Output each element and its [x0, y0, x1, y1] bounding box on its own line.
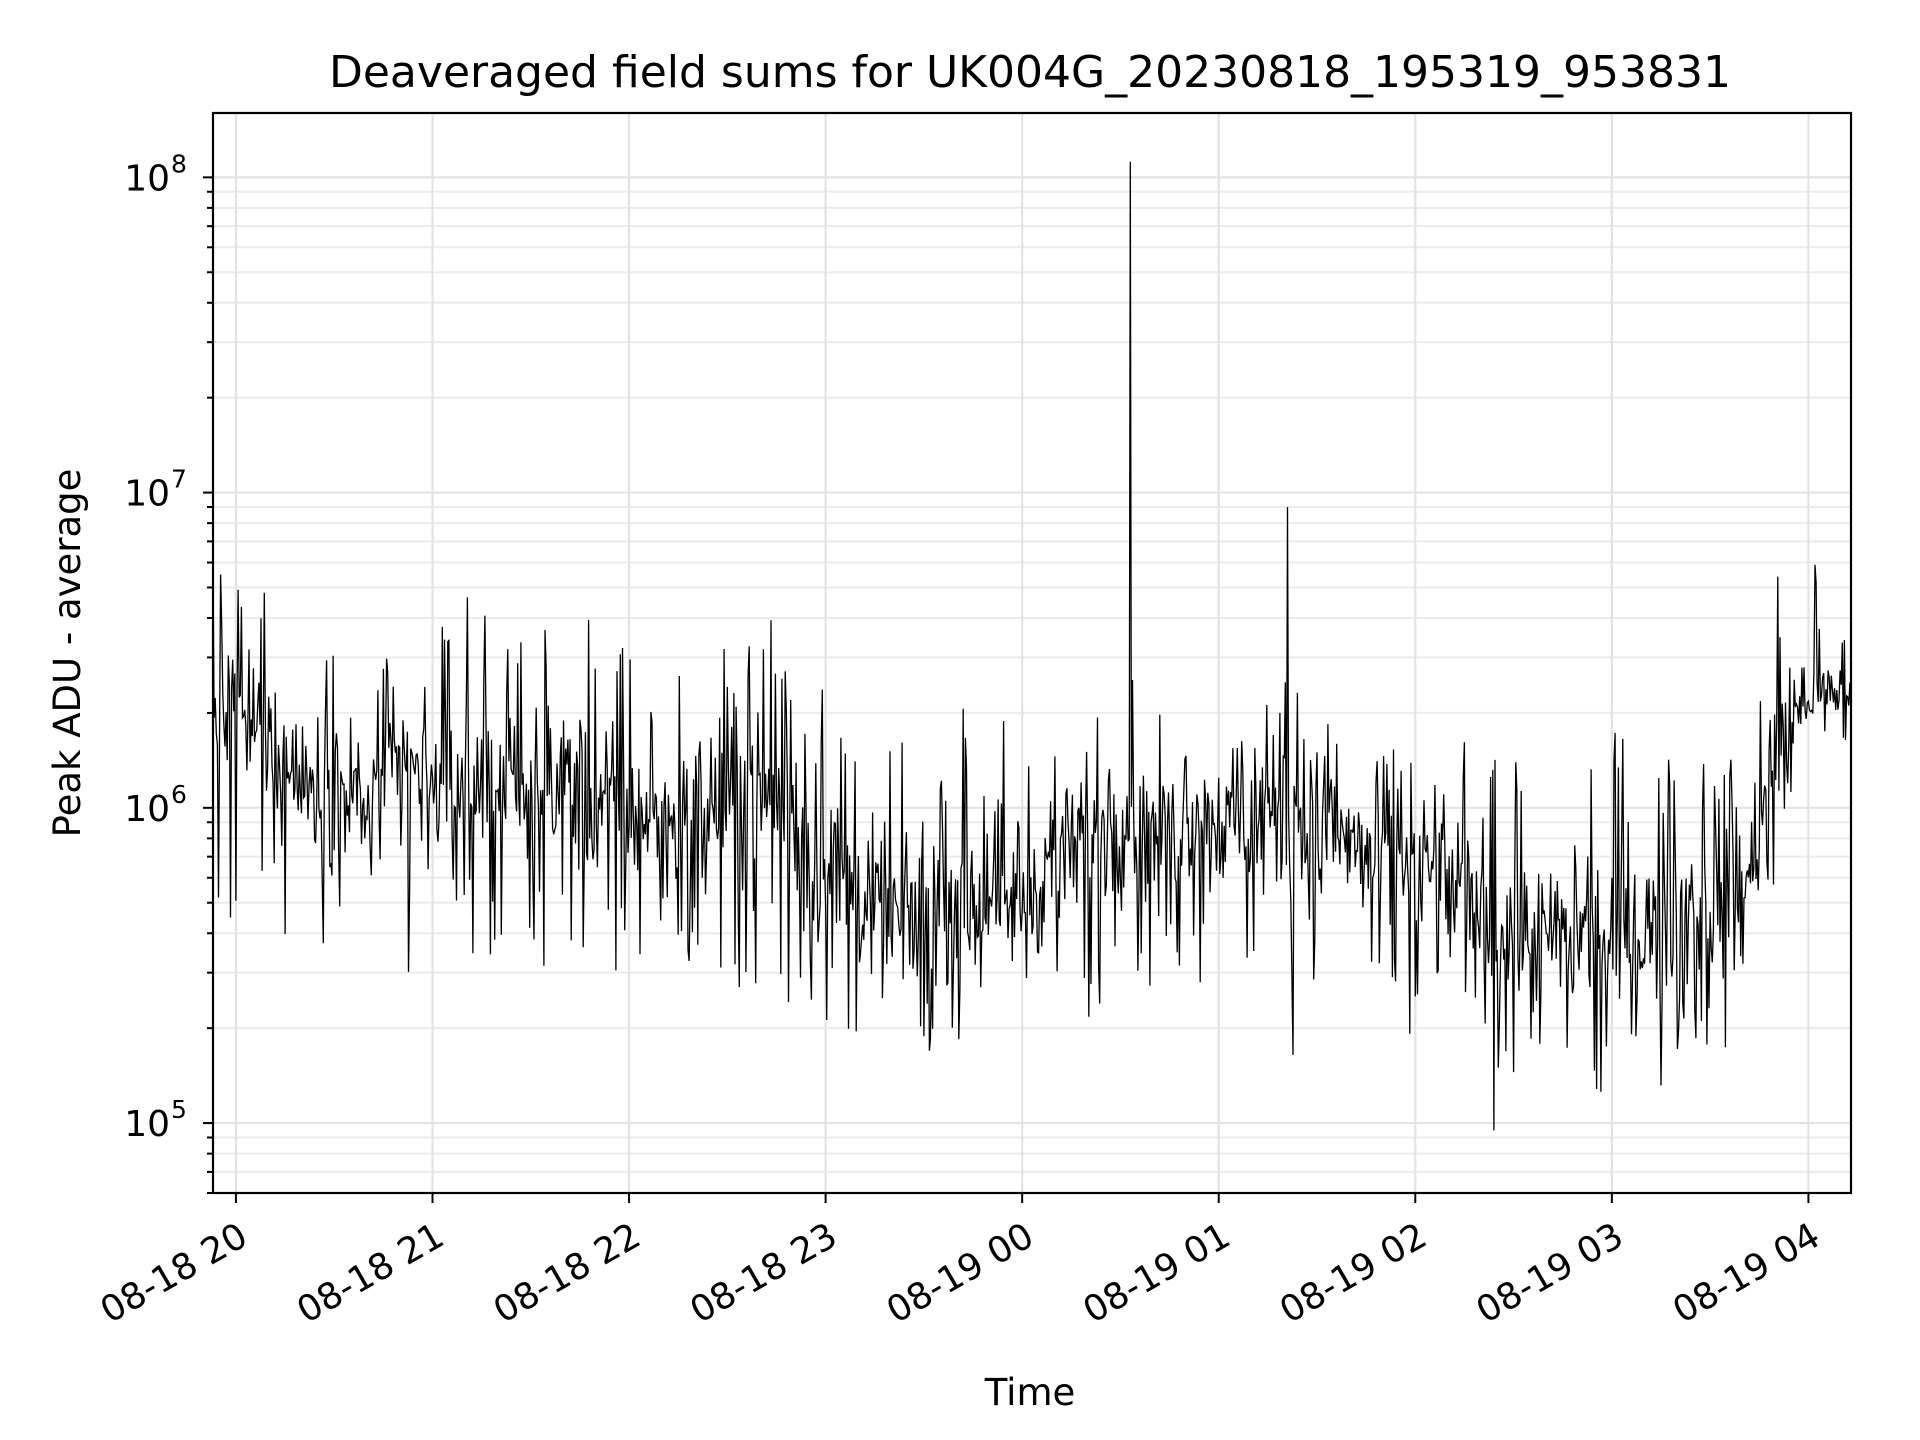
x-tick-label: 08-18 23 — [683, 1215, 844, 1331]
x-tick-label: 08-19 00 — [880, 1215, 1041, 1331]
y-tick-label-exponent: 5 — [171, 1095, 187, 1124]
y-tick-label: 10 — [124, 474, 170, 515]
y-tick-label: 10 — [124, 1104, 170, 1145]
y-tick-label: 10 — [124, 789, 170, 830]
x-tick-label: 08-19 04 — [1666, 1215, 1827, 1331]
y-axis-label: Peak ADU - average — [46, 469, 89, 838]
y-tick-label-exponent: 6 — [171, 780, 187, 809]
y-tick-label-exponent: 7 — [171, 465, 187, 494]
x-tick-label: 08-18 22 — [487, 1215, 648, 1331]
series-line — [212, 161, 1852, 1131]
x-tick-label: 08-19 01 — [1077, 1215, 1238, 1331]
x-axis-label: Time — [984, 1371, 1076, 1414]
grid — [213, 113, 1851, 1194]
x-tick-label: 08-18 20 — [94, 1215, 255, 1331]
x-tick-label: 08-19 03 — [1470, 1215, 1631, 1331]
x-tick-label: 08-18 21 — [290, 1215, 451, 1331]
series-group — [212, 161, 1852, 1131]
chart-title: Deaveraged field sums for UK004G_2023081… — [329, 47, 1731, 98]
y-tick-label: 10 — [124, 158, 170, 199]
plot-frame — [211, 111, 1853, 1195]
x-axis: 08-18 20 08-18 21 08-18 22 08-18 23 08-19 00… — [94, 1193, 1827, 1332]
y-tick-label-exponent: 8 — [171, 149, 187, 178]
x-tick-label: 08-19 02 — [1273, 1215, 1434, 1331]
